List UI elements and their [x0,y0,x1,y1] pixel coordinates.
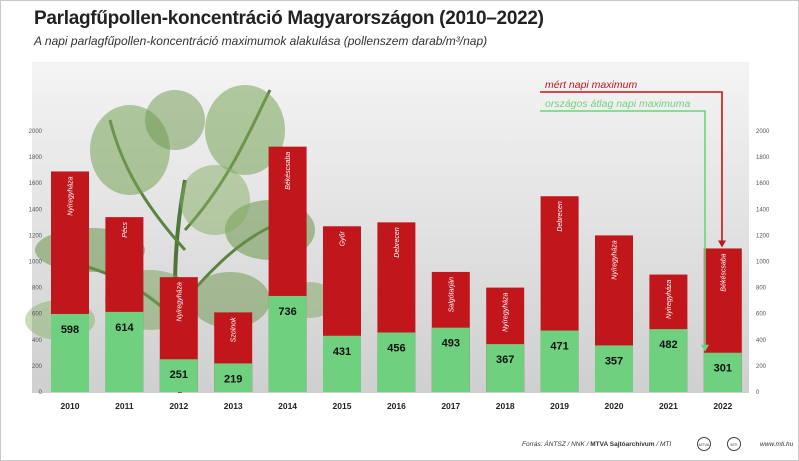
avg-value-label-2022: 301 [714,363,732,375]
legend-arrowhead-avg [701,344,709,352]
y-tick-left-1600: 1600 [29,181,43,187]
bar-avg-2012 [159,359,198,392]
y-tick-right-800: 800 [756,286,767,292]
x-tick-2021: 2021 [659,401,678,411]
y-tick-left-0: 0 [39,390,43,396]
x-tick-2015: 2015 [333,401,352,411]
avg-value-label-2010: 598 [61,324,79,336]
city-label-2016: Debrecen [394,227,401,257]
bar-avg-2017 [431,327,470,392]
y-tick-left-800: 800 [32,286,43,292]
y-tick-right-1400: 1400 [756,207,770,213]
city-label-2011: Pécs [122,222,129,238]
avg-value-label-2014: 736 [278,306,296,318]
city-label-2018: Nyíregyháza [503,292,510,331]
x-tick-2020: 2020 [605,401,624,411]
bar-avg-2022 [703,352,742,392]
x-tick-2019: 2019 [550,401,569,411]
bar-avg-2013 [214,363,253,392]
avg-value-label-2013: 219 [224,373,242,385]
source-text: Forrás: ÁNTSZ / NNK / [522,441,591,448]
legend-arrow-avg [540,110,706,347]
x-tick-2011: 2011 [115,401,134,411]
city-label-2010: Nyíregyháza [68,176,75,215]
bar-avg-2016 [377,332,416,392]
bar-avg-2011 [105,311,144,392]
city-label-2013: Szolnok [231,317,238,342]
mtva-logo: MTVA [697,437,711,451]
bar-avg-2019 [540,330,579,392]
bar-avg-2020 [595,345,633,392]
city-label-2021: Nyíregyháza [666,279,673,318]
bar-avg-2010 [51,313,89,392]
y-tick-right-2000: 2000 [756,129,770,135]
bar-avg-2018 [486,344,525,392]
y-tick-right-1800: 1800 [756,155,770,161]
avg-value-label-2019: 471 [550,341,568,353]
axes: 0 0 200 200 400 400 600 600 800 800 1000 1000 1200 12… [29,129,770,396]
site-url: www.mti.hu [760,441,794,448]
legend-label-max: mért napi maximum [545,79,637,91]
bar-avg-2021 [649,329,688,392]
city-label-2020: Nyíregyháza [612,240,619,279]
avg-value-label-2011: 614 [115,322,134,334]
source-footer: Forrás: ÁNTSZ / NNK / MTVA Sajtóarchívum… [522,441,671,448]
city-label-2017: Salgótarján [448,277,455,313]
avg-value-label-2017: 493 [442,338,460,350]
legend: mért napi maximum országos átlag napi max… [540,79,726,352]
y-tick-left-2000: 2000 [29,129,43,135]
archive-text: MTVA Sajtóarchívum [590,441,655,448]
chart-title: Parlagfűpollen-koncentráció Magyarország… [34,8,544,29]
agency-text: / MTI [654,441,672,448]
bar-avg-2014 [268,295,307,392]
city-label-2015: Győr [340,231,347,247]
chart-subtitle: A napi parlagfűpollen-koncentráció maxim… [34,34,488,48]
avg-value-label-2020: 357 [605,355,623,367]
city-label-2012: Nyíregyháza [176,282,183,321]
x-tick-2022: 2022 [713,401,732,411]
y-tick-right-1000: 1000 [756,260,770,266]
x-tick-2018: 2018 [496,401,515,411]
avg-value-label-2021: 482 [659,339,677,351]
y-tick-left-1400: 1400 [29,207,43,213]
x-tick-2017: 2017 [441,401,460,411]
avg-value-label-2018: 367 [496,354,514,366]
y-tick-left-200: 200 [32,364,43,370]
y-tick-left-1800: 1800 [29,155,43,161]
x-tick-2010: 2010 [61,401,80,411]
y-tick-left-1000: 1000 [29,260,43,266]
y-tick-left-600: 600 [32,312,43,318]
y-tick-right-0: 0 [756,390,760,396]
legend-arrow-max [540,91,723,243]
avg-value-label-2016: 456 [387,342,405,354]
y-tick-right-200: 200 [756,364,767,370]
bars: 598 Nyíregyháza 2010 614 Pécs 2011 251 Nyíregyh… [51,146,742,411]
avg-value-label-2012: 251 [170,369,188,381]
legend-arrowhead-max [718,240,726,248]
mti-logo: MTI [727,437,741,451]
legend-label-avg: országos átlag napi maximuma [545,98,690,110]
y-tick-right-1200: 1200 [756,233,770,239]
y-tick-right-400: 400 [756,338,767,344]
y-tick-left-400: 400 [32,338,43,344]
avg-value-label-2015: 431 [333,346,351,358]
y-tick-right-600: 600 [756,312,767,318]
y-tick-right-1600: 1600 [756,181,770,187]
x-tick-2014: 2014 [278,401,297,411]
city-label-2014: Békéscsaba [285,152,292,190]
x-tick-2013: 2013 [224,401,243,411]
y-tick-left-1200: 1200 [29,233,43,239]
bar-avg-2015 [323,335,361,392]
x-tick-2016: 2016 [387,401,406,411]
x-tick-2012: 2012 [169,401,188,411]
city-label-2019: Debrecen [557,201,564,231]
city-label-2022: Békéscsaba [720,253,727,291]
